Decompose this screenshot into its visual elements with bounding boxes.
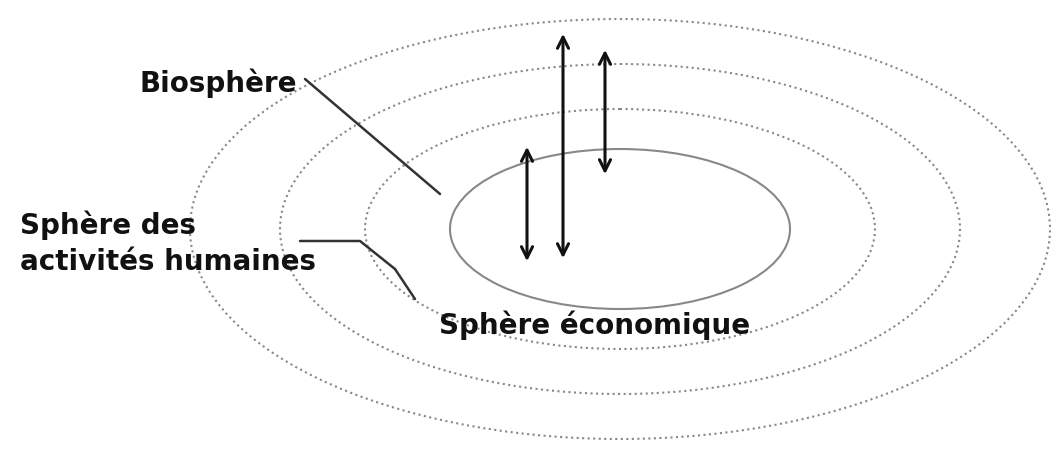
Text: Sphère économique: Sphère économique	[439, 309, 750, 339]
Text: Sphère des: Sphère des	[20, 210, 196, 239]
Text: Biosphère: Biosphère	[140, 68, 297, 97]
Text: activités humaines: activités humaines	[20, 248, 316, 276]
